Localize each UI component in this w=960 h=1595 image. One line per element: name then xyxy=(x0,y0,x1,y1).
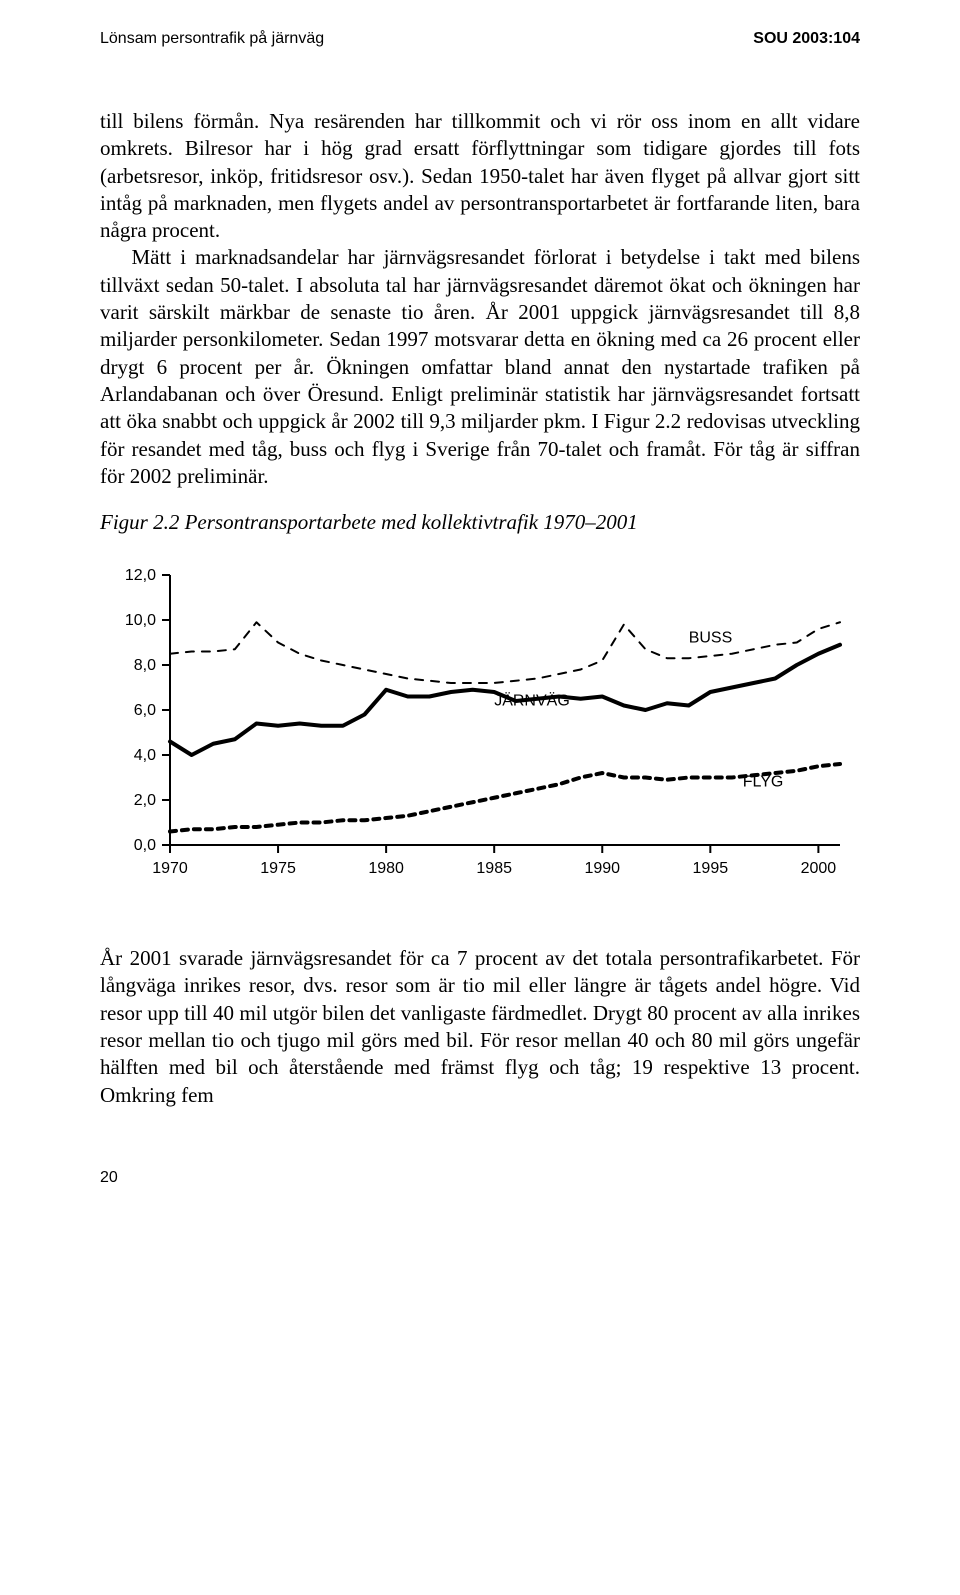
page-number: 20 xyxy=(100,1169,860,1187)
paragraph-1: till bilens förmån. Nya resärenden har t… xyxy=(100,108,860,244)
svg-text:0,0: 0,0 xyxy=(134,837,156,854)
svg-text:2,0: 2,0 xyxy=(134,792,156,809)
line-chart: 0,0 2,0 4,0 6,0 8,0 10,0 12,0 1970 1975 1980 1985 1… xyxy=(100,565,860,895)
paragraph-3: År 2001 svarade järnvägsresandet för ca … xyxy=(100,945,860,1109)
svg-text:1970: 1970 xyxy=(152,860,188,877)
svg-text:2000: 2000 xyxy=(801,860,837,877)
page-header: Lönsam persontrafik på järnväg SOU 2003:… xyxy=(100,30,860,48)
svg-text:6,0: 6,0 xyxy=(134,702,156,719)
header-ref: SOU 2003:104 xyxy=(753,30,860,48)
figure-caption: Figur 2.2 Persontransportarbete med koll… xyxy=(100,510,860,535)
svg-text:FLYG: FLYG xyxy=(743,774,784,791)
figure-caption-text: Figur 2.2 Persontransportarbete med koll… xyxy=(100,510,638,534)
svg-text:1985: 1985 xyxy=(476,860,512,877)
svg-text:JÄRNVÄG: JÄRNVÄG xyxy=(494,692,570,710)
svg-text:1995: 1995 xyxy=(693,860,729,877)
svg-text:4,0: 4,0 xyxy=(134,747,156,764)
paragraph-2: Mätt i marknadsandelar har järnvägsresan… xyxy=(100,244,860,490)
svg-text:BUSS: BUSS xyxy=(689,630,733,647)
header-title: Lönsam persontrafik på järnväg xyxy=(100,30,324,48)
svg-text:1980: 1980 xyxy=(368,860,404,877)
svg-text:1975: 1975 xyxy=(260,860,296,877)
svg-text:1990: 1990 xyxy=(584,860,620,877)
svg-text:12,0: 12,0 xyxy=(125,567,156,584)
svg-text:8,0: 8,0 xyxy=(134,657,156,674)
svg-text:10,0: 10,0 xyxy=(125,612,156,629)
document-page: Lönsam persontrafik på järnväg SOU 2003:… xyxy=(0,0,960,1227)
